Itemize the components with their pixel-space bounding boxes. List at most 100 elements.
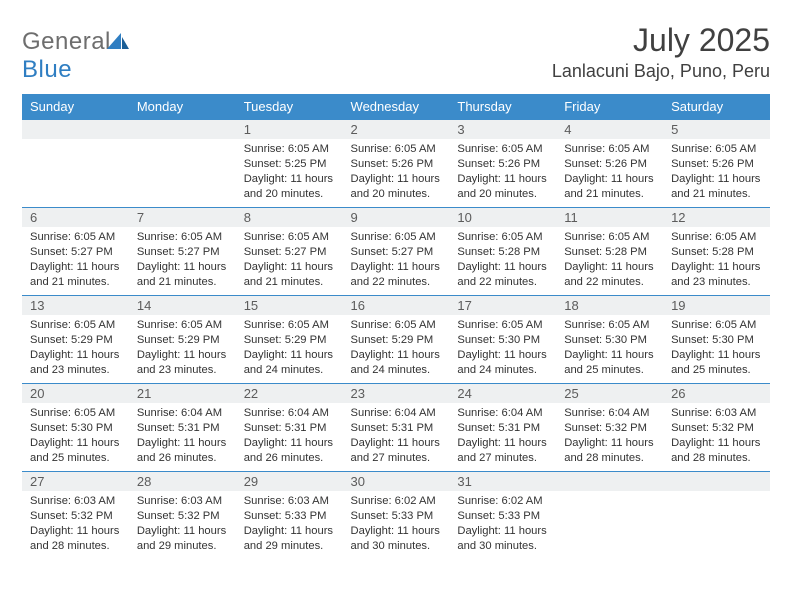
sunset-line: Sunset: 5:30 PM — [671, 334, 754, 346]
sunrise-line: Sunrise: 6:05 AM — [137, 231, 222, 243]
weekday-header: Wednesday — [343, 94, 450, 119]
daylight-line: Daylight: 11 hours and 28 minutes. — [564, 437, 653, 464]
day-number: 27 — [22, 471, 129, 491]
sunrise-line: Sunrise: 6:05 AM — [457, 143, 542, 155]
day-number: 3 — [449, 119, 556, 139]
calendar-week-row: 27Sunrise: 6:03 AMSunset: 5:32 PMDayligh… — [22, 471, 770, 559]
calendar-cell: 21Sunrise: 6:04 AMSunset: 5:31 PMDayligh… — [129, 383, 236, 471]
calendar-cell: 5Sunrise: 6:05 AMSunset: 5:26 PMDaylight… — [663, 119, 770, 207]
sunrise-line: Sunrise: 6:03 AM — [244, 495, 329, 507]
day-number: 25 — [556, 383, 663, 403]
sunset-line: Sunset: 5:27 PM — [244, 246, 327, 258]
day-body: Sunrise: 6:05 AM Sunset: 5:26 PM Daylight:… — [449, 139, 556, 205]
calendar-cell: 16Sunrise: 6:05 AMSunset: 5:29 PMDayligh… — [343, 295, 450, 383]
day-number — [556, 471, 663, 491]
day-body: Sunrise: 6:05 AMSunset: 5:29 PMDaylight:… — [22, 315, 129, 381]
calendar-head: SundayMondayTuesdayWednesdayThursdayFrid… — [22, 94, 770, 119]
location-text: Lanlacuni Bajo, Puno, Peru — [552, 61, 770, 82]
sunrise-line: Sunrise: 6:05 AM — [351, 319, 436, 331]
sunrise-line: Sunrise: 6:04 AM — [564, 407, 649, 419]
day-body: Sunrise: 6:05 AMSunset: 5:27 PMDaylight:… — [129, 227, 236, 293]
day-number: 22 — [236, 383, 343, 403]
day-number: 13 — [22, 295, 129, 315]
calendar-cell: 6Sunrise: 6:05 AMSunset: 5:27 PMDaylight… — [22, 207, 129, 295]
calendar-cell: 31Sunrise: 6:02 AMSunset: 5:33 PMDayligh… — [449, 471, 556, 559]
calendar-cell: 30Sunrise: 6:02 AMSunset: 5:33 PMDayligh… — [343, 471, 450, 559]
day-number: 11 — [556, 207, 663, 227]
daylight-line: Daylight: 11 hours and 23 minutes. — [671, 261, 760, 288]
weekday-row: SundayMondayTuesdayWednesdayThursdayFrid… — [22, 94, 770, 119]
calendar-cell — [129, 119, 236, 207]
weekday-header: Thursday — [449, 94, 556, 119]
sunrise-line: Sunrise: 6:05 AM — [137, 319, 222, 331]
day-body: Sunrise: 6:03 AMSunset: 5:32 PMDaylight:… — [663, 403, 770, 469]
daylight-line: Daylight: 11 hours and 21 minutes. — [671, 173, 760, 200]
sunset-line: Sunset: 5:28 PM — [564, 246, 647, 258]
day-body: Sunrise: 6:04 AMSunset: 5:31 PMDaylight:… — [343, 403, 450, 469]
sunrise-line: Sunrise: 6:02 AM — [457, 495, 542, 507]
sunrise-line: Sunrise: 6:05 AM — [564, 143, 649, 155]
calendar-week-row: 1Sunrise: 6:05 AMSunset: 5:25 PMDaylight… — [22, 119, 770, 207]
calendar-table: SundayMondayTuesdayWednesdayThursdayFrid… — [22, 94, 770, 559]
sunset-line: Sunset: 5:31 PM — [244, 422, 327, 434]
day-body — [129, 139, 236, 145]
daylight-line: Daylight: 11 hours and 20 minutes. — [457, 173, 546, 200]
day-body: Sunrise: 6:03 AMSunset: 5:33 PMDaylight:… — [236, 491, 343, 557]
brand-part1: General — [22, 28, 111, 55]
sunset-line: Sunset: 5:26 PM — [457, 158, 540, 170]
day-number: 2 — [343, 119, 450, 139]
sunrise-line: Sunrise: 6:05 AM — [244, 231, 329, 243]
day-number — [129, 119, 236, 139]
day-body: Sunrise: 6:05 AMSunset: 5:29 PMDaylight:… — [343, 315, 450, 381]
daylight-line: Daylight: 11 hours and 23 minutes. — [137, 349, 226, 376]
calendar-week-row: 13Sunrise: 6:05 AMSunset: 5:29 PMDayligh… — [22, 295, 770, 383]
calendar-cell: 13Sunrise: 6:05 AMSunset: 5:29 PMDayligh… — [22, 295, 129, 383]
day-body: Sunrise: 6:05 AMSunset: 5:25 PMDaylight:… — [236, 139, 343, 205]
day-number: 21 — [129, 383, 236, 403]
calendar-cell: 19Sunrise: 6:05 AMSunset: 5:30 PMDayligh… — [663, 295, 770, 383]
weekday-header: Friday — [556, 94, 663, 119]
day-number: 31 — [449, 471, 556, 491]
calendar-cell — [556, 471, 663, 559]
sunset-line: Sunset: 5:29 PM — [137, 334, 220, 346]
day-number: 17 — [449, 295, 556, 315]
weekday-header: Saturday — [663, 94, 770, 119]
daylight-line: Daylight: 11 hours and 30 minutes. — [351, 525, 440, 552]
calendar-cell — [22, 119, 129, 207]
daylight-line: Daylight: 11 hours and 20 minutes. — [244, 173, 333, 200]
daylight-line: Daylight: 11 hours and 22 minutes. — [351, 261, 440, 288]
calendar-week-row: 6Sunrise: 6:05 AMSunset: 5:27 PMDaylight… — [22, 207, 770, 295]
sunrise-line: Sunrise: 6:05 AM — [244, 319, 329, 331]
day-body — [22, 139, 129, 145]
daylight-line: Daylight: 11 hours and 25 minutes. — [30, 437, 119, 464]
daylight-line: Daylight: 11 hours and 30 minutes. — [457, 525, 546, 552]
calendar-cell: 28Sunrise: 6:03 AMSunset: 5:32 PMDayligh… — [129, 471, 236, 559]
sunrise-line: Sunrise: 6:03 AM — [671, 407, 756, 419]
day-body — [663, 491, 770, 497]
sunset-line: Sunset: 5:31 PM — [457, 422, 540, 434]
sunrise-line: Sunrise: 6:04 AM — [137, 407, 222, 419]
day-body: Sunrise: 6:05 AMSunset: 5:30 PMDaylight:… — [449, 315, 556, 381]
day-body: Sunrise: 6:03 AMSunset: 5:32 PMDaylight:… — [22, 491, 129, 557]
sunset-line: Sunset: 5:26 PM — [351, 158, 434, 170]
sunset-line: Sunset: 5:32 PM — [671, 422, 754, 434]
sunrise-line: Sunrise: 6:05 AM — [671, 319, 756, 331]
daylight-line: Daylight: 11 hours and 24 minutes. — [351, 349, 440, 376]
sunrise-line: Sunrise: 6:05 AM — [351, 143, 436, 155]
calendar-cell: 11Sunrise: 6:05 AMSunset: 5:28 PMDayligh… — [556, 207, 663, 295]
day-body: Sunrise: 6:04 AMSunset: 5:31 PMDaylight:… — [236, 403, 343, 469]
logo-sail-icon — [107, 33, 129, 51]
daylight-line: Daylight: 11 hours and 22 minutes. — [564, 261, 653, 288]
day-number: 12 — [663, 207, 770, 227]
weekday-header: Sunday — [22, 94, 129, 119]
daylight-line: Daylight: 11 hours and 20 minutes. — [351, 173, 440, 200]
calendar-cell: 8Sunrise: 6:05 AMSunset: 5:27 PMDaylight… — [236, 207, 343, 295]
sunrise-line: Sunrise: 6:05 AM — [457, 231, 542, 243]
day-body: Sunrise: 6:05 AMSunset: 5:28 PMDaylight:… — [663, 227, 770, 293]
sunrise-line: Sunrise: 6:03 AM — [30, 495, 115, 507]
sunrise-line: Sunrise: 6:03 AM — [137, 495, 222, 507]
calendar-cell: 25Sunrise: 6:04 AMSunset: 5:32 PMDayligh… — [556, 383, 663, 471]
calendar-cell: 14Sunrise: 6:05 AMSunset: 5:29 PMDayligh… — [129, 295, 236, 383]
daylight-line: Daylight: 11 hours and 21 minutes. — [137, 261, 226, 288]
calendar-cell: 1Sunrise: 6:05 AMSunset: 5:25 PMDaylight… — [236, 119, 343, 207]
